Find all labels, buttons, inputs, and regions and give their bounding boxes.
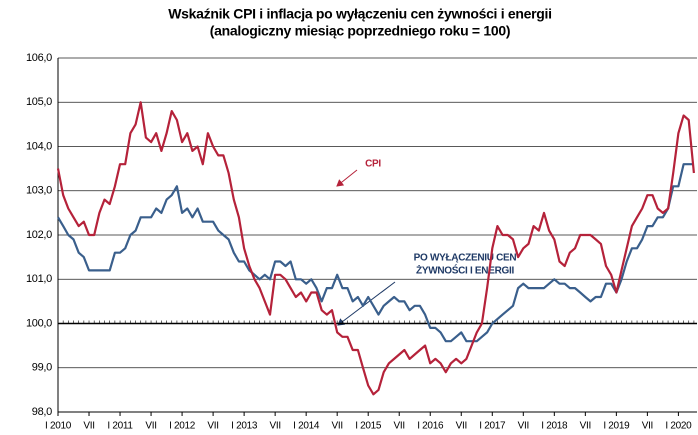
annotation: CPI: [365, 159, 381, 170]
series-line: [57, 163, 694, 343]
x-tick-label: I 2018: [541, 421, 568, 432]
x-tick-label: VII: [456, 421, 467, 432]
y-tick-label: 99,0: [32, 362, 52, 374]
x-tick-label: I 2012: [169, 421, 196, 432]
x-tick-label: I 2014: [293, 421, 320, 432]
y-tick-label: 103,0: [26, 185, 52, 197]
x-tick-label: VII: [642, 421, 653, 432]
y-tick-label: 102,0: [26, 229, 52, 241]
x-tick-label: VII: [145, 421, 156, 432]
x-tick-label: I 2011: [107, 421, 133, 432]
y-tick-label: 100,0: [26, 317, 52, 329]
x-tick-label: VII: [207, 421, 218, 432]
x-tick-label: VII: [332, 421, 343, 432]
y-tick-label: 98,0: [32, 406, 52, 418]
annotation-arrow: [336, 169, 358, 187]
x-tick-label: VII: [518, 421, 529, 432]
x-tick-label: I 2013: [231, 421, 258, 432]
series-line: [56, 101, 695, 396]
y-tick-label: 105,0: [26, 96, 52, 108]
y-tick-label: 106,0: [26, 52, 52, 64]
y-tick-label: 104,0: [26, 140, 52, 152]
annotation: ŻYWNOŚCI I ENERGII: [416, 264, 514, 277]
annotation-arrow: [337, 281, 396, 326]
x-tick-label: I 2010: [45, 421, 72, 432]
x-tick-label: I 2015: [355, 421, 382, 432]
y-tick-label: 101,0: [26, 273, 52, 285]
x-tick-label: I 2019: [603, 421, 630, 432]
chart-subtitle: (analogiczny miesiąc poprzedniego roku =…: [210, 23, 510, 39]
annotation: PO WYŁĄCZENIU CEN: [414, 253, 517, 264]
chart-title: Wskaźnik CPI i inflacja po wyłączeniu ce…: [168, 6, 551, 22]
x-tick-label: I 2016: [417, 421, 444, 432]
x-tick-label: VII: [394, 421, 405, 432]
x-tick-label: I 2017: [479, 421, 506, 432]
x-tick-label: VII: [580, 421, 591, 432]
x-tick-label: VII: [83, 421, 94, 432]
x-tick-label: I 2020: [665, 421, 692, 432]
x-tick-label: VII: [269, 421, 280, 432]
